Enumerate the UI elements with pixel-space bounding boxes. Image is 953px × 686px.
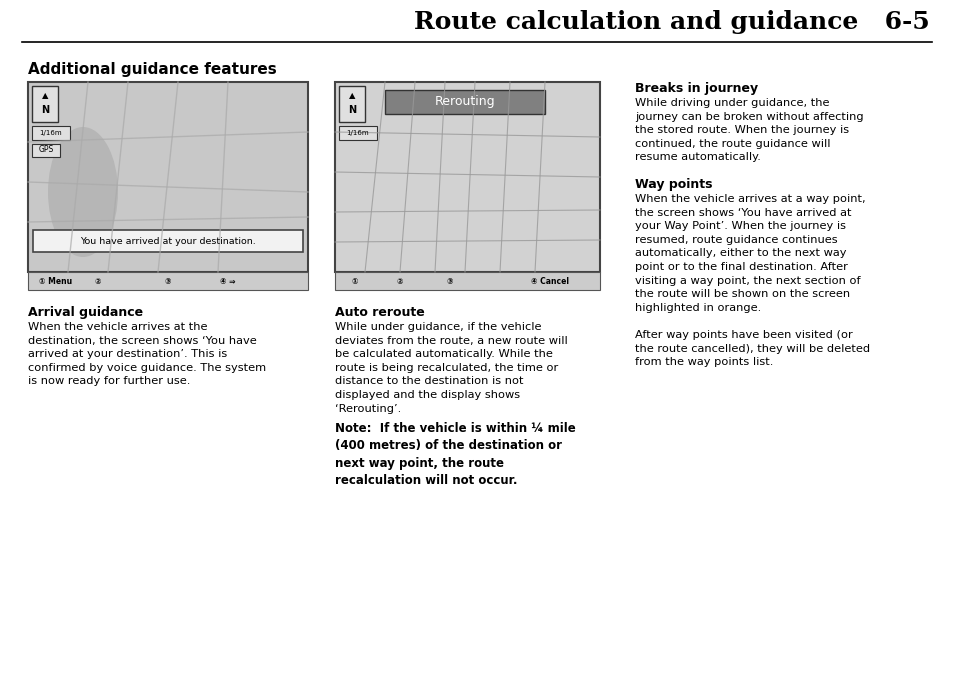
Bar [338, 126, 376, 140]
Text: ②: ② [94, 276, 101, 285]
Bar [32, 126, 70, 140]
Text: 1/16m: 1/16m [346, 130, 369, 136]
Text: ① Menu: ① Menu [39, 276, 72, 285]
Text: ④ Cancel: ④ Cancel [531, 276, 568, 285]
Ellipse shape [48, 127, 118, 257]
Bar [32, 86, 58, 122]
Bar [28, 272, 308, 290]
Text: Breaks in journey: Breaks in journey [635, 82, 758, 95]
Text: Arrival guidance: Arrival guidance [28, 306, 143, 319]
Text: When the vehicle arrives at a way point,
the screen shows ‘You have arrived at
y: When the vehicle arrives at a way point,… [635, 194, 869, 367]
Text: Auto reroute: Auto reroute [335, 306, 424, 319]
Text: Rerouting: Rerouting [435, 95, 495, 108]
Text: N: N [348, 105, 355, 115]
Text: 1/16m: 1/16m [40, 130, 62, 136]
Text: N: N [41, 105, 49, 115]
Text: ①: ① [352, 276, 358, 285]
Text: ③: ③ [446, 276, 453, 285]
Bar [338, 86, 365, 122]
Bar [335, 272, 599, 290]
Text: ▲: ▲ [349, 91, 355, 101]
Text: You have arrived at your destination.: You have arrived at your destination. [80, 237, 255, 246]
Text: GPS: GPS [38, 145, 53, 154]
Text: Additional guidance features: Additional guidance features [28, 62, 276, 77]
Text: While under guidance, if the vehicle
deviates from the route, a new route will
b: While under guidance, if the vehicle dev… [335, 322, 567, 414]
Text: Route calculation and guidance   6-5: Route calculation and guidance 6-5 [414, 10, 929, 34]
Text: ③: ③ [165, 276, 172, 285]
Bar [32, 144, 60, 157]
Text: Way points: Way points [635, 178, 712, 191]
Text: ▲: ▲ [42, 91, 49, 101]
Text: While driving under guidance, the
journey can be broken without affecting
the st: While driving under guidance, the journe… [635, 98, 862, 163]
Bar [335, 82, 599, 272]
Text: ④ ⇒: ④ ⇒ [220, 276, 235, 285]
Bar [28, 82, 308, 272]
Text: When the vehicle arrives at the
destination, the screen shows ‘You have
arrived : When the vehicle arrives at the destinat… [28, 322, 266, 386]
Bar [385, 90, 544, 114]
Text: Note:  If the vehicle is within ¼ mile
(400 metres) of the destination or
next w: Note: If the vehicle is within ¼ mile (4… [335, 422, 576, 488]
Bar [33, 230, 303, 252]
Text: ②: ② [396, 276, 403, 285]
